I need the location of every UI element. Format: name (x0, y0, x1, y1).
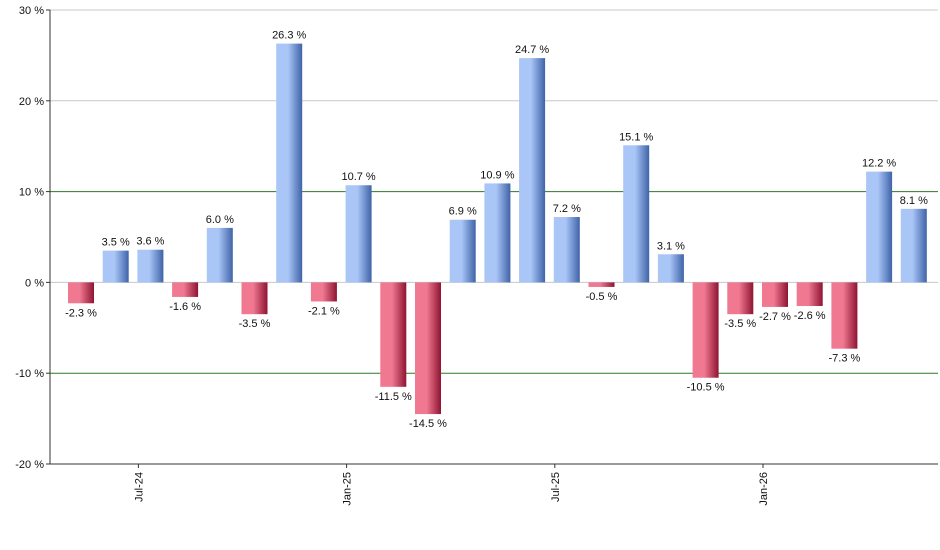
y-tick-label: -20 % (15, 459, 44, 471)
data-label: -10.5 % (687, 382, 725, 394)
bar (519, 58, 546, 283)
data-label: -3.5 % (239, 318, 271, 330)
data-label: -11.5 % (375, 391, 412, 403)
bar (484, 183, 511, 283)
data-label: 3.1 % (657, 240, 685, 252)
data-label: 24.7 % (515, 44, 549, 56)
data-label: 10.9 % (480, 169, 514, 181)
axes (49, 10, 938, 465)
data-label: -2.7 % (759, 311, 791, 323)
bar (692, 282, 719, 378)
bar (796, 282, 823, 307)
data-label: 6.0 % (206, 214, 234, 226)
bars (68, 43, 927, 415)
bar (657, 254, 684, 283)
x-tick-label: Jan-26 (758, 472, 770, 506)
y-axis-tick-labels: -20 % -10 % 0 % 10 % 20 % 30 % (15, 5, 44, 471)
bar (241, 282, 268, 315)
bar (172, 282, 199, 297)
data-label: 10.7 % (341, 171, 375, 183)
bar (553, 217, 580, 283)
bar (588, 282, 615, 287)
bar (727, 282, 754, 315)
x-axis-tick-labels: Jul-24 Jan-25 Jul-25 Jan-26 (133, 464, 770, 506)
bar (137, 249, 164, 283)
data-label: 3.5 % (102, 237, 130, 249)
bar (900, 208, 927, 283)
bar (68, 282, 94, 304)
bar (449, 219, 476, 283)
y-tick-label: -10 % (15, 368, 44, 380)
data-label: 7.2 % (553, 203, 581, 215)
bar (380, 282, 407, 387)
data-label: -14.5 % (409, 418, 447, 430)
data-label: 6.9 % (449, 206, 477, 218)
bar (866, 171, 893, 283)
data-label: -3.5 % (724, 318, 756, 330)
data-label: -0.5 % (586, 291, 618, 303)
data-label: -7.3 % (829, 353, 861, 365)
x-tick-label: Jan-25 (342, 472, 354, 506)
x-tick-label: Jul-25 (550, 472, 562, 502)
data-labels: -2.3 % 3.5 % 3.6 % -1.6 % 6.0 % -3.5 % 26.3 % -… (65, 30, 928, 430)
data-label: -2.6 % (794, 310, 826, 322)
data-label: 8.1 % (900, 195, 928, 207)
data-label: -2.1 % (308, 305, 340, 317)
data-label: 12.2 % (862, 158, 896, 170)
bar (831, 282, 858, 349)
data-label: -2.3 % (65, 307, 97, 319)
data-label: 3.6 % (136, 236, 164, 248)
y-tick-label: 0 % (25, 277, 44, 289)
data-label: 26.3 % (272, 30, 306, 42)
bar (415, 282, 441, 415)
bar (345, 185, 372, 283)
bar (762, 282, 788, 307)
bar (310, 282, 337, 302)
y-tick-label: 20 % (19, 96, 44, 108)
bar (102, 250, 129, 283)
y-tick-label: 30 % (19, 5, 44, 17)
bar (276, 43, 303, 283)
bar (206, 227, 233, 283)
y-tick-label: 10 % (19, 187, 44, 199)
x-tick-label: Jul-24 (133, 472, 145, 502)
bar (623, 145, 650, 283)
data-label: -1.6 % (169, 301, 201, 313)
data-label: 15.1 % (619, 131, 653, 143)
